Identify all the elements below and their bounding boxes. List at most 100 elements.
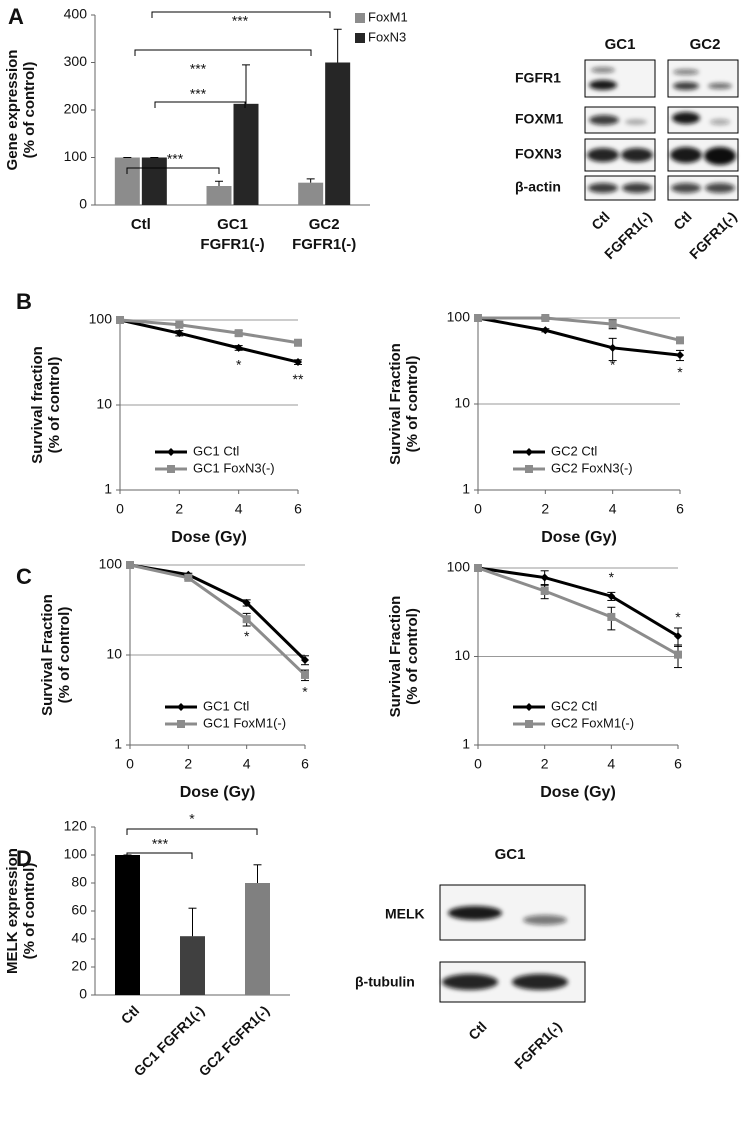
y-tick-label: 1 — [462, 481, 470, 497]
marker — [167, 448, 175, 456]
blot-row: FOXN3 — [515, 146, 562, 162]
panel-letter: C — [16, 564, 32, 589]
marker — [608, 320, 617, 329]
bar — [114, 157, 140, 205]
blot-band — [523, 915, 567, 925]
bar — [115, 855, 140, 995]
x-tick-label: GC1 FGFR1(-) — [200, 216, 264, 253]
significance-label: *** — [190, 86, 207, 102]
y-tick-label: 100 — [64, 148, 88, 164]
y-axis-label: Survival Fraction — [39, 594, 56, 716]
blot-band — [589, 80, 617, 90]
blot-band — [670, 147, 702, 163]
marker — [177, 703, 185, 711]
blot-row: MELK — [385, 906, 425, 922]
significance-label: * — [610, 357, 616, 373]
significance-label: * — [675, 609, 681, 625]
legend-label: GC1 FoxN3(-) — [193, 460, 275, 475]
significance-bracket — [154, 101, 246, 108]
x-tick-label: 2 — [541, 756, 549, 772]
y-tick-label: 100 — [447, 559, 471, 575]
blot-row: β-actin — [515, 179, 561, 195]
x-tick-label: 6 — [674, 756, 682, 772]
y-tick-label: 1 — [104, 481, 112, 497]
label-line: FGFR1(-) — [292, 236, 356, 253]
blot-band — [442, 974, 498, 990]
marker — [541, 314, 550, 322]
bar — [245, 883, 270, 995]
bar — [180, 936, 205, 995]
x-tick-label: 2 — [184, 756, 192, 772]
marker — [234, 343, 243, 352]
y-axis-label: (% of control) — [404, 356, 421, 453]
series-line — [129, 563, 307, 662]
marker — [301, 670, 309, 679]
series-line — [477, 566, 679, 656]
marker — [674, 632, 682, 641]
x-tick-label: 0 — [474, 501, 482, 517]
label-line: FGFR1(-) — [200, 236, 264, 253]
marker — [175, 320, 184, 329]
blot-lane: FGFR1(-) — [511, 1018, 565, 1072]
legend-swatch — [355, 33, 365, 43]
x-axis-label: Dose (Gy) — [171, 529, 247, 546]
y-tick-label: 60 — [71, 902, 87, 918]
marker — [525, 703, 533, 711]
blot-band — [587, 148, 619, 162]
y-axis-label: (% of control) — [56, 607, 73, 704]
marker — [525, 465, 533, 473]
panel-letter: B — [16, 289, 32, 314]
blot-band — [705, 183, 735, 193]
blot-row: FOXM1 — [515, 111, 563, 127]
blot-column: GC2 — [690, 36, 721, 53]
significance-label: * — [189, 811, 195, 827]
y-tick-label: 100 — [447, 309, 471, 325]
blot-band — [512, 974, 568, 990]
y-tick-label: 300 — [64, 53, 88, 69]
y-tick-label: 80 — [71, 874, 87, 890]
blot-band — [589, 115, 619, 125]
significance-label: * — [302, 684, 308, 700]
significance-bracket — [126, 828, 258, 835]
x-tick-label: 6 — [676, 501, 684, 517]
label-line: GC1 — [217, 216, 248, 233]
y-tick-label: 100 — [89, 311, 113, 327]
x-tick-label: 2 — [175, 501, 183, 517]
blot-frame — [667, 59, 739, 98]
blot-band — [621, 148, 653, 162]
bar — [206, 186, 232, 205]
marker — [607, 592, 616, 601]
y-axis-label: Survival fraction — [29, 346, 46, 464]
legend-label: GC2 FoxN3(-) — [551, 460, 633, 475]
panel-letter: A — [8, 4, 24, 29]
marker — [676, 336, 684, 345]
y-tick-label: 1 — [114, 736, 122, 752]
series-line — [478, 316, 681, 342]
x-tick-label: 4 — [235, 501, 243, 517]
y-tick-label: 120 — [64, 818, 88, 834]
legend-label: GC1 Ctl — [193, 443, 239, 458]
significance-label: *** — [190, 61, 207, 77]
y-axis-label: (% of control) — [21, 863, 38, 960]
y-axis-label: Survival Fraction — [387, 343, 404, 465]
x-tick-label: GC2 FGFR1(-) — [292, 216, 356, 253]
marker — [525, 448, 533, 456]
blot-band — [704, 147, 736, 165]
marker — [541, 326, 550, 335]
blot-column: GC1 — [495, 846, 526, 863]
significance-label: ** — [293, 371, 304, 387]
x-tick-label: 0 — [116, 501, 124, 517]
marker — [126, 561, 134, 569]
marker — [474, 564, 482, 572]
x-tick-label: 4 — [243, 756, 251, 772]
y-tick-label: 10 — [106, 646, 122, 662]
x-tick-label: 2 — [541, 501, 549, 517]
y-tick-label: 20 — [71, 958, 87, 974]
blot-band — [708, 83, 732, 89]
blot-band — [448, 906, 502, 920]
legend-label: FoxM1 — [368, 9, 408, 24]
y-tick-label: 0 — [79, 196, 87, 212]
marker — [242, 598, 251, 607]
legend-label: GC2 Ctl — [551, 443, 597, 458]
